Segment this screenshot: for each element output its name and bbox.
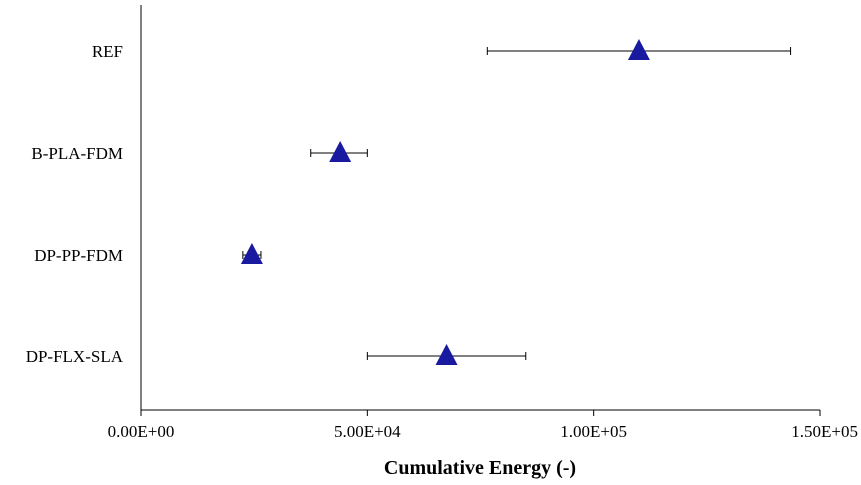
x-tick-label: 1.00E+05 [560,422,627,441]
category-label: DP-FLX-SLA [26,347,124,366]
x-tick-label: 1.50E+05 [791,422,858,441]
category-label: REF [92,42,123,61]
x-axis-title: Cumulative Energy (-) [384,457,576,479]
x-axis-ticks: 0.00E+00 5.00E+04 1.00E+05 1.50E+05 [108,410,858,441]
triangle-marker [329,141,352,162]
triangle-marker [435,344,458,365]
x-tick-label: 0.00E+00 [108,422,175,441]
data-marks [240,39,792,365]
triangle-marker [627,39,650,60]
triangle-marker [240,243,263,264]
x-tick-label: 5.00E+04 [334,422,401,441]
category-label: B-PLA-FDM [31,144,123,163]
category-label: DP-PP-FDM [34,246,123,265]
category-labels: REF B-PLA-FDM DP-PP-FDM DP-FLX-SLA [26,42,124,366]
